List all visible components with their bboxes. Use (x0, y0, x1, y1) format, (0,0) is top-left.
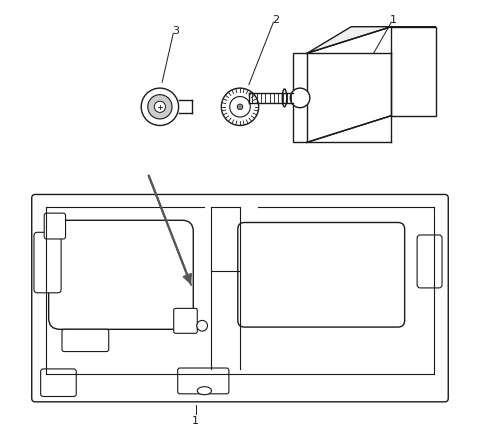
Ellipse shape (197, 387, 212, 395)
FancyBboxPatch shape (178, 368, 229, 394)
Polygon shape (293, 53, 307, 142)
Circle shape (197, 320, 207, 331)
Polygon shape (307, 27, 436, 53)
Text: 2: 2 (272, 15, 279, 25)
Circle shape (148, 95, 172, 119)
FancyBboxPatch shape (41, 369, 76, 396)
Circle shape (230, 97, 250, 117)
Text: 1: 1 (192, 416, 199, 425)
FancyBboxPatch shape (62, 329, 109, 352)
Circle shape (221, 88, 259, 125)
FancyBboxPatch shape (32, 194, 448, 402)
Ellipse shape (282, 89, 287, 107)
FancyBboxPatch shape (48, 220, 193, 329)
Circle shape (237, 104, 243, 109)
FancyBboxPatch shape (417, 235, 442, 288)
FancyBboxPatch shape (44, 213, 66, 239)
Circle shape (154, 101, 166, 113)
Text: 1: 1 (390, 15, 397, 25)
FancyBboxPatch shape (238, 222, 405, 327)
FancyBboxPatch shape (174, 308, 197, 333)
FancyBboxPatch shape (34, 232, 61, 293)
Circle shape (290, 88, 310, 108)
Circle shape (141, 88, 179, 125)
Text: 3: 3 (172, 26, 179, 36)
